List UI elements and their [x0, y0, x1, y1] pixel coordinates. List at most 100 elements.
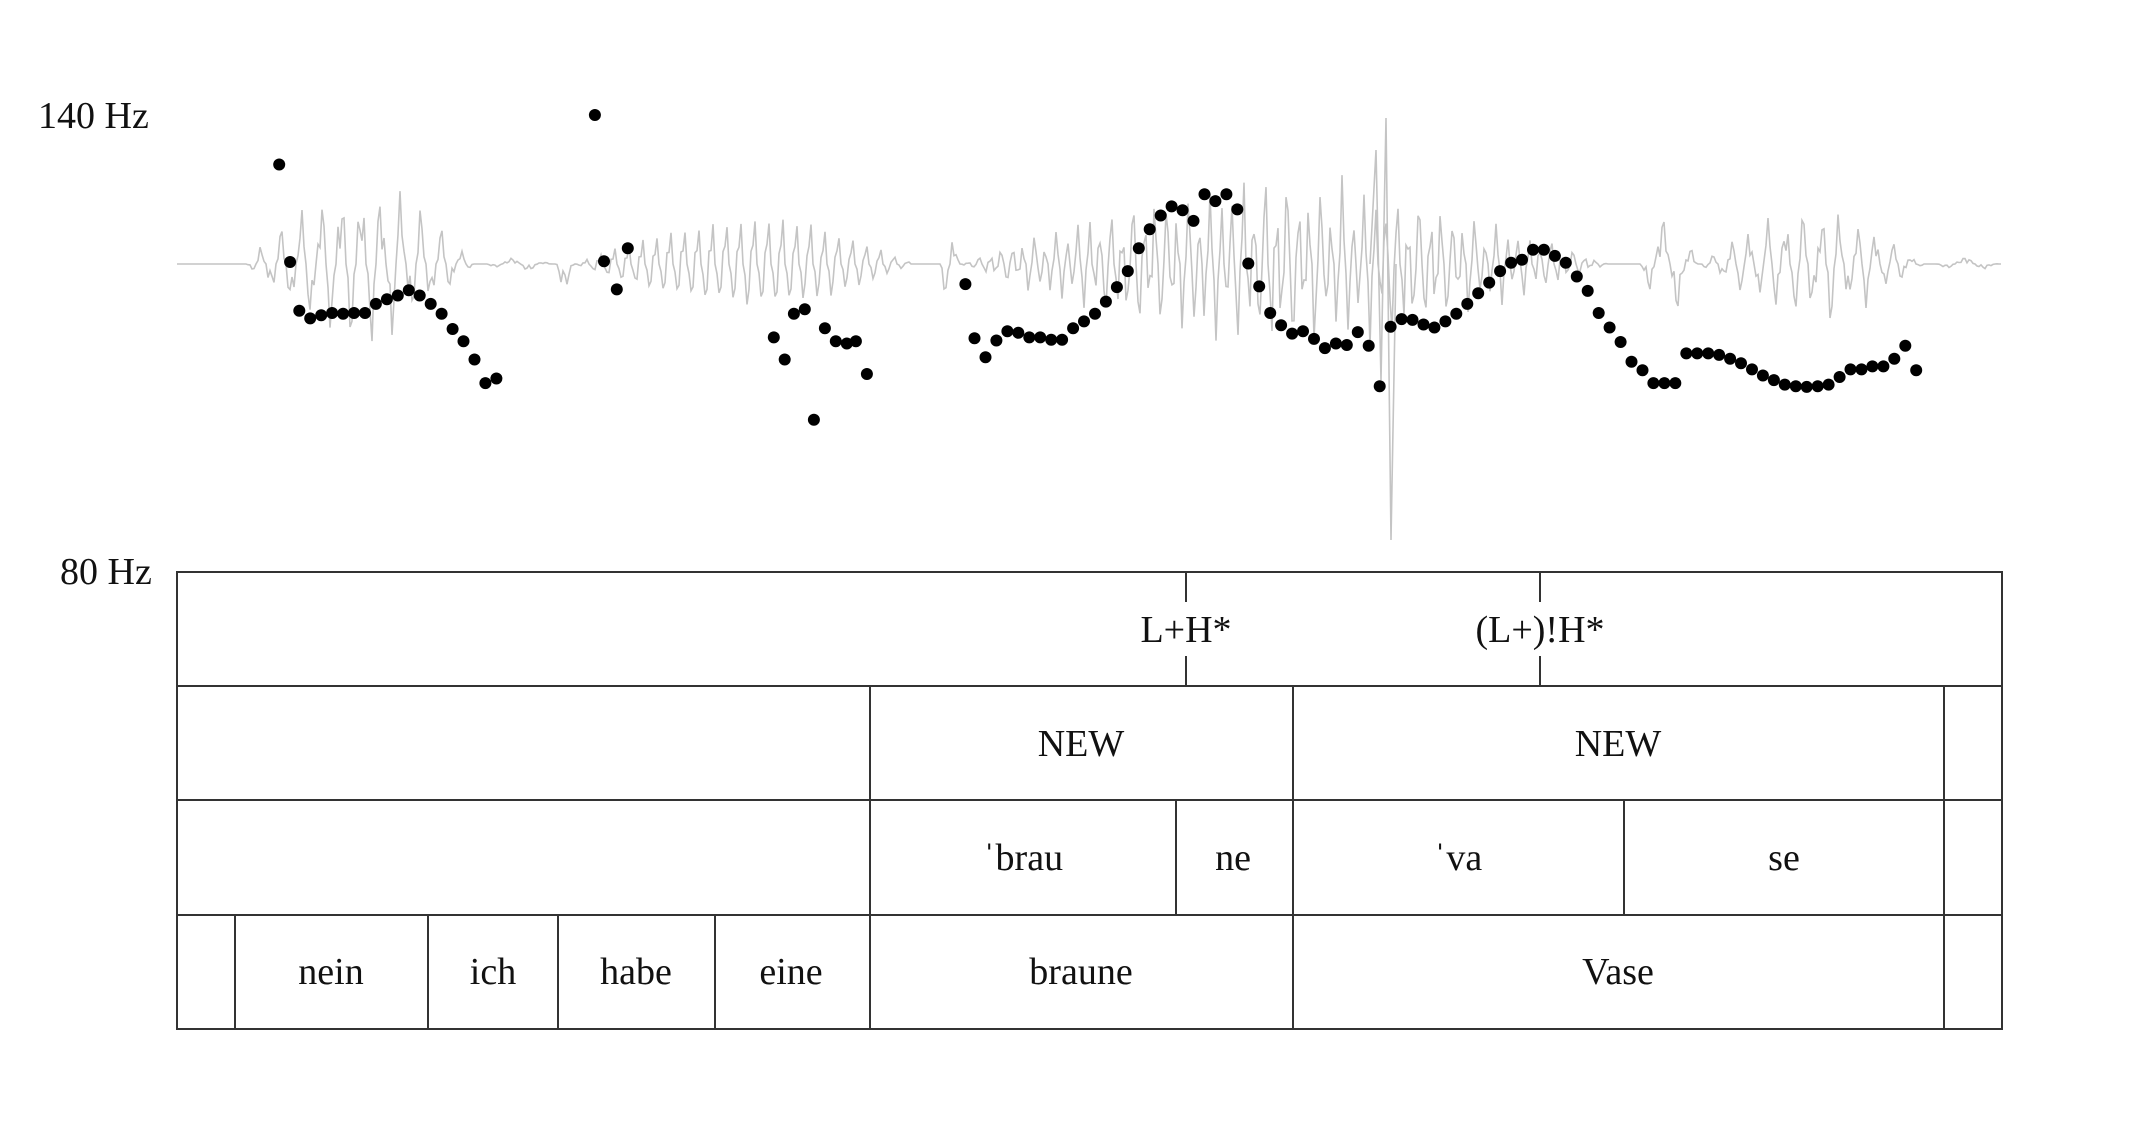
word-label: habe — [600, 951, 672, 993]
pitch-point — [1242, 257, 1255, 270]
pitch-point — [337, 307, 350, 320]
pitch-point — [1877, 360, 1890, 373]
pitch-point — [1461, 297, 1474, 310]
pitch-point — [1548, 249, 1561, 262]
pitch-point — [798, 303, 811, 316]
pitch-point — [621, 242, 634, 255]
pitch-point — [468, 353, 481, 366]
pitch-point — [588, 109, 601, 121]
pitch-point — [413, 289, 426, 302]
info-status-label: NEW — [1038, 723, 1125, 765]
pitch-point — [402, 284, 415, 297]
pitch-point — [391, 289, 404, 302]
textgrid: L+H* (L+)!H* NEW NEW ˈbrau ne ˈva se nei… — [176, 571, 2003, 1030]
syllable-label: ˈbrau — [983, 837, 1063, 879]
pitch-point — [424, 297, 437, 310]
pitch-point — [1647, 377, 1660, 390]
pitch-point — [1800, 380, 1813, 393]
word-label: Vase — [1582, 951, 1654, 993]
pitch-point — [1494, 265, 1507, 278]
pitch-point — [610, 283, 623, 296]
pitch-point — [1767, 374, 1780, 387]
pitch-point — [1089, 307, 1101, 320]
pitch-point — [1756, 369, 1769, 382]
pitch-point — [990, 334, 1003, 347]
pitch-point — [840, 337, 853, 350]
pitch-point — [1680, 347, 1693, 360]
pitch-point — [1165, 200, 1178, 213]
pitch-point — [1373, 380, 1386, 393]
pitch-point — [1844, 363, 1857, 376]
pitch-point — [435, 307, 448, 320]
pitch-point — [1209, 195, 1222, 208]
pitch-point — [807, 413, 820, 426]
pitch-point — [1154, 209, 1167, 222]
pitch-point — [1778, 378, 1791, 391]
pitch-point — [860, 368, 873, 380]
pitch-point — [829, 335, 842, 348]
pitch-point — [1286, 327, 1299, 340]
pitch-point — [1636, 364, 1649, 377]
pitch-point — [1231, 203, 1244, 216]
pitch-point — [1735, 357, 1747, 370]
pitch-point — [479, 377, 492, 390]
pitch-point — [1340, 339, 1353, 351]
pitch-point — [1176, 204, 1189, 217]
pitch-point — [1866, 360, 1879, 373]
pitch-point — [490, 372, 503, 385]
pitch-point — [1297, 325, 1309, 338]
tone-label: (L+)!H* — [1475, 609, 1604, 651]
pitch-point — [1067, 322, 1080, 335]
pitch-point — [1855, 363, 1868, 376]
pitch-point — [1023, 331, 1036, 344]
pitch-point — [1822, 378, 1835, 391]
pitch-point — [1012, 326, 1025, 339]
pitch-point — [1329, 337, 1342, 350]
pitch-point — [767, 331, 780, 344]
pitch-point — [1658, 377, 1671, 390]
pitch-point — [968, 332, 981, 345]
pitch-point — [1220, 188, 1233, 201]
pitch-point — [1833, 371, 1846, 383]
pitch-point — [1746, 363, 1758, 376]
pitch-point — [273, 158, 286, 171]
pitch-point — [369, 297, 382, 310]
pitch-point — [1888, 352, 1901, 365]
tone-label: L+H* — [1140, 609, 1231, 651]
pitch-point — [315, 309, 328, 322]
pitch-point — [1537, 243, 1550, 256]
pitch-point — [1395, 313, 1408, 326]
pitch-point — [1187, 214, 1200, 227]
syllable-label: se — [1768, 837, 1800, 879]
pitch-point — [1691, 347, 1704, 360]
pitch-point — [1308, 332, 1320, 345]
pitch-point — [1362, 339, 1375, 352]
pitch-point — [1143, 223, 1156, 236]
pitch-point — [1516, 253, 1528, 266]
pitch-point — [1428, 321, 1441, 334]
pitch-point — [1439, 315, 1452, 328]
pitch-point — [1570, 270, 1583, 283]
pitch-point — [598, 255, 610, 268]
pitch-track — [273, 109, 1923, 426]
pitch-point — [1045, 333, 1058, 346]
pitch-point — [979, 351, 992, 364]
info-status-label: NEW — [1575, 723, 1662, 765]
pitch-point — [1581, 284, 1594, 297]
pitch-point — [1899, 339, 1912, 352]
pitch-point — [304, 312, 317, 325]
pitch-point — [1724, 352, 1737, 365]
pitch-point — [1527, 243, 1539, 256]
pitch-point — [1253, 280, 1266, 293]
pitch-point — [348, 307, 360, 319]
pitch-point — [1472, 287, 1485, 300]
pitch-point — [1625, 355, 1638, 368]
pitch-point — [1702, 347, 1715, 360]
pitch-point — [1603, 321, 1616, 334]
pitch-point — [1417, 318, 1430, 331]
pitch-point — [849, 335, 862, 348]
syllable-label: ne — [1215, 837, 1251, 879]
pitch-point — [293, 304, 306, 317]
pitch-point — [446, 323, 459, 335]
